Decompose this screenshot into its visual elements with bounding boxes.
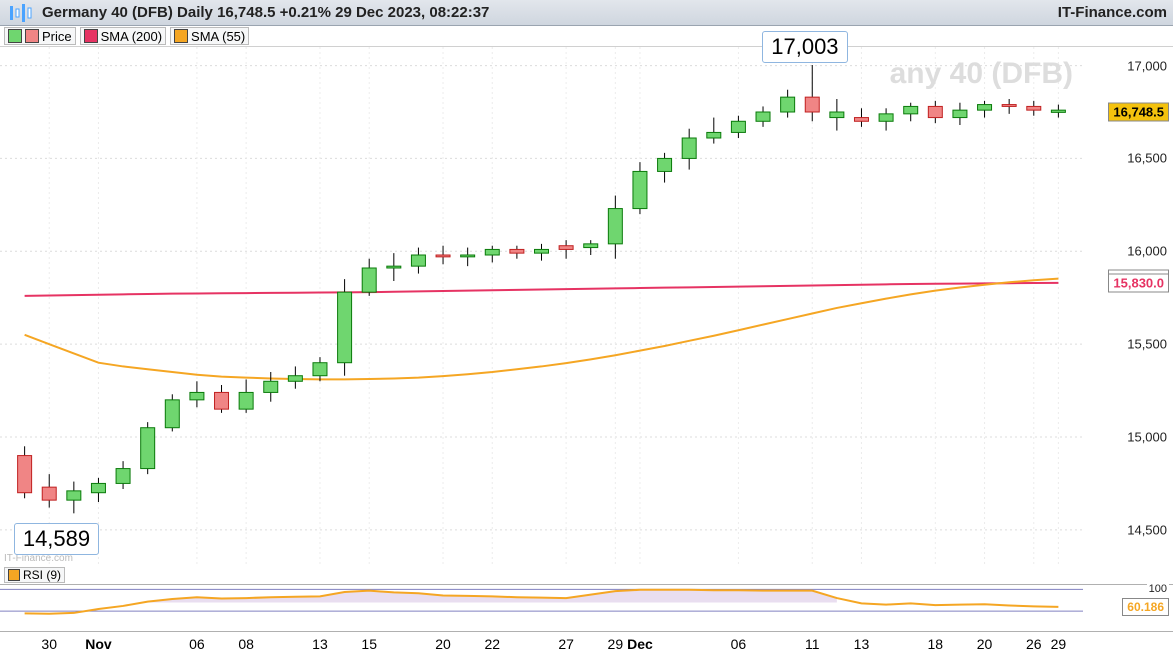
x-tick-label: 13 bbox=[854, 636, 870, 652]
legend-price[interactable]: Price bbox=[4, 27, 76, 45]
x-tick-label: Dec bbox=[627, 636, 653, 652]
x-tick-label: 08 bbox=[238, 636, 254, 652]
header-brand: IT-Finance.com bbox=[1058, 4, 1167, 21]
y-axis-tag: 16,748.5 bbox=[1108, 103, 1169, 122]
x-tick-label: 29 bbox=[1051, 636, 1067, 652]
x-tick-label: 06 bbox=[189, 636, 205, 652]
header-interval: Daily bbox=[177, 4, 213, 21]
x-tick-label: 29 bbox=[608, 636, 624, 652]
y-tick-label: 17,000 bbox=[1125, 58, 1169, 73]
x-tick-label: 18 bbox=[928, 636, 944, 652]
legend-rsi[interactable]: RSI (9) bbox=[4, 567, 65, 583]
header-change: +0.21% bbox=[280, 4, 331, 21]
y-tick-label: 15,500 bbox=[1125, 337, 1169, 352]
main-chart-svg bbox=[0, 47, 1173, 567]
x-tick-label: 11 bbox=[805, 636, 820, 652]
x-tick-label: 20 bbox=[435, 636, 451, 652]
rsi-swatch bbox=[8, 569, 20, 581]
rsi-legend-row: RSI (9) bbox=[0, 566, 1173, 584]
sma55-swatch bbox=[174, 29, 188, 43]
main-chart-area[interactable]: any 40 (DFB) IT-Finance.com 14,50015,000… bbox=[0, 46, 1173, 566]
legend-row: Price SMA (200) SMA (55) bbox=[0, 26, 1173, 46]
x-tick-label: 22 bbox=[484, 636, 500, 652]
legend-sma55[interactable]: SMA (55) bbox=[170, 27, 249, 45]
y-axis-tag: 15,830.0 bbox=[1108, 273, 1169, 292]
x-tick-label: 26 bbox=[1026, 636, 1042, 652]
x-tick-label: 30 bbox=[41, 636, 57, 652]
price-annotation: 17,003 bbox=[762, 31, 847, 63]
x-tick-label: Nov bbox=[85, 636, 111, 652]
header-price: 16,748.5 bbox=[217, 4, 275, 21]
rsi-chart-area[interactable]: 5010060.186 bbox=[0, 584, 1173, 632]
y-tick-label: 15,000 bbox=[1125, 430, 1169, 445]
price-dn-swatch bbox=[25, 29, 39, 43]
x-tick-label: 20 bbox=[977, 636, 993, 652]
price-up-swatch bbox=[8, 29, 22, 43]
price-annotation: 14,589 bbox=[14, 523, 99, 555]
x-tick-label: 06 bbox=[731, 636, 747, 652]
rsi-chart-svg bbox=[0, 585, 1173, 633]
rsi-value-tag: 60.186 bbox=[1122, 598, 1169, 616]
y-tick-label: 14,500 bbox=[1125, 522, 1169, 537]
chart-frame: { "header": { "title_parts": { "symbol":… bbox=[0, 0, 1173, 660]
header-datetime: 29 Dec 2023, 08:22:37 bbox=[335, 4, 489, 21]
x-tick-label: 15 bbox=[361, 636, 377, 652]
chart-header: Germany 40 (DFB) Daily 16,748.5 +0.21% 2… bbox=[0, 0, 1173, 26]
legend-sma55-label: SMA (55) bbox=[191, 29, 245, 44]
sma200-swatch bbox=[84, 29, 98, 43]
x-tick-label: 27 bbox=[558, 636, 574, 652]
legend-sma200-label: SMA (200) bbox=[101, 29, 162, 44]
rsi-tick-label: 100 bbox=[1147, 583, 1169, 595]
legend-rsi-label: RSI (9) bbox=[23, 568, 61, 582]
header-symbol: Germany 40 (DFB) bbox=[42, 4, 173, 21]
legend-sma200[interactable]: SMA (200) bbox=[80, 27, 166, 45]
y-tick-label: 16,500 bbox=[1125, 151, 1169, 166]
y-tick-label: 16,000 bbox=[1125, 244, 1169, 259]
legend-price-label: Price bbox=[42, 29, 72, 44]
app-logo-icon bbox=[6, 3, 36, 23]
x-axis: 30Nov0608131520222729Dec06111318202629 bbox=[0, 632, 1173, 660]
x-tick-label: 13 bbox=[312, 636, 328, 652]
